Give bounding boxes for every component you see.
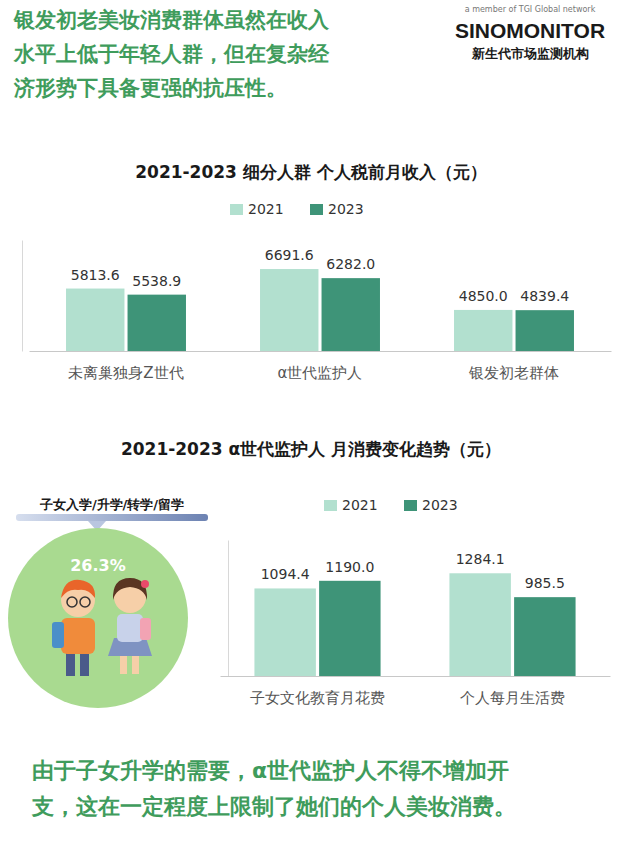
x-tick-label: α世代监护人 xyxy=(278,364,363,382)
legend-label: 2021 xyxy=(342,497,378,513)
boy-backpack xyxy=(52,622,64,648)
legend: 2021 2023 xyxy=(324,497,458,513)
x-tick-label: 未离巢独身Z世代 xyxy=(68,364,183,382)
bar xyxy=(260,269,318,351)
legend-swatch xyxy=(404,500,417,511)
x-tick-label: 银发初老群体 xyxy=(468,364,559,382)
boy-body xyxy=(61,618,95,654)
badge-circle xyxy=(8,528,188,708)
footer-line: 由于子女升学的需要，α世代监护人不得不增加开 xyxy=(32,758,509,783)
legend-label: 2021 xyxy=(248,201,284,217)
chart: 2021-2023 α世代监护人 月消费变化趋势（元） 2021 2023 1094.… xyxy=(121,439,611,707)
badge-title: 子女入学/升学/转学/留学 xyxy=(39,497,184,512)
data-labels: 5813.6 6691.6 4850.0 5538.9 6282.0 4839.4 xyxy=(71,247,570,304)
legend-swatch xyxy=(230,204,243,215)
girl-body xyxy=(117,614,143,642)
bar xyxy=(454,310,512,351)
header-line: 水平上低于年轻人群，但在复杂经 xyxy=(13,42,330,66)
bar xyxy=(66,289,124,351)
x-axis: 子女文化教育月花费 个人每月生活费 xyxy=(221,676,611,707)
badge: 子女入学/升学/转学/留学 26.3% xyxy=(8,497,208,708)
y-axis-line xyxy=(22,241,23,352)
logo-tagline: a member of TGI Global network xyxy=(465,5,596,14)
x-tick: 未离巢独身Z世代 xyxy=(68,351,183,382)
logo: a member of TGI Global network SINOMONITO… xyxy=(455,5,605,61)
data-label: 6691.6 xyxy=(265,247,314,263)
data-label: 5538.9 xyxy=(132,273,181,289)
bar xyxy=(319,581,380,676)
legend-swatch xyxy=(324,500,337,511)
boy-glasses xyxy=(67,597,77,607)
bar xyxy=(449,573,510,676)
legend-label: 2023 xyxy=(328,201,364,217)
footer-line: 支，这在一定程度上限制了她们的个人美妆消费。 xyxy=(31,794,516,819)
data-label: 6282.0 xyxy=(326,256,375,272)
y-axis xyxy=(228,541,229,677)
x-axis-line xyxy=(221,676,611,677)
badge-underline xyxy=(16,514,208,521)
legend-swatch xyxy=(310,204,323,215)
bar xyxy=(516,310,574,351)
x-tick: α世代监护人 xyxy=(278,351,363,382)
chart-title: 2021-2023 α世代监护人 月消费变化趋势（元） xyxy=(121,439,501,459)
bar xyxy=(254,588,315,676)
data-label: 1284.1 xyxy=(456,551,505,567)
x-tick: 银发初老群体 xyxy=(468,351,559,382)
logo-brand-cn: 新生代市场监测机构 xyxy=(471,46,589,61)
girl-bow xyxy=(141,580,149,588)
legend: 2021 2023 xyxy=(230,201,364,217)
x-tick: 个人每月生活费 xyxy=(460,676,565,707)
bar xyxy=(322,278,380,351)
girl-backpack xyxy=(140,618,151,640)
kids-illustration xyxy=(52,578,152,676)
girl-hair xyxy=(113,578,147,600)
data-label: 4850.0 xyxy=(459,288,508,304)
chart-title: 2021-2023 细分人群 个人税前月收入（元） xyxy=(135,162,487,182)
bars xyxy=(254,573,575,676)
boy-hair xyxy=(61,580,95,598)
y-axis xyxy=(22,241,23,352)
x-tick: 子女文化教育月花费 xyxy=(250,676,385,707)
data-label: 1094.4 xyxy=(261,566,310,582)
x-tick-label: 子女文化教育月花费 xyxy=(250,689,385,707)
data-label: 4839.4 xyxy=(520,288,569,304)
y-axis-line xyxy=(228,541,229,677)
header-line: 银发初老美妆消费群体虽然在收入 xyxy=(13,8,330,32)
header-line: 济形势下具备更强的抗压性。 xyxy=(13,76,287,100)
data-label: 985.5 xyxy=(525,575,565,591)
badge-share: 26.3% xyxy=(70,556,126,575)
data-label: 1190.0 xyxy=(325,559,374,575)
x-axis: 未离巢独身Z世代 α世代监护人 银发初老群体 xyxy=(30,351,612,382)
legend-label: 2023 xyxy=(422,497,458,513)
bar xyxy=(514,597,575,676)
x-axis-line xyxy=(30,351,612,352)
bars xyxy=(66,269,574,351)
x-tick-label: 个人每月生活费 xyxy=(460,689,565,707)
data-label: 5813.6 xyxy=(71,267,120,283)
boy-glasses xyxy=(80,597,90,607)
chart: 2021-2023 细分人群 个人税前月收入（元） 2021 2023 5813.6 6… xyxy=(23,162,612,382)
logo-brand: SINOMONITOR xyxy=(455,19,605,42)
data-labels: 1094.4 1284.1 1190.0 985.5 xyxy=(261,551,565,591)
page: 银发初老美妆消费群体虽然在收入水平上低于年轻人群，但在复杂经济形势下具备更强的抗… xyxy=(0,0,622,841)
bar xyxy=(128,295,186,351)
